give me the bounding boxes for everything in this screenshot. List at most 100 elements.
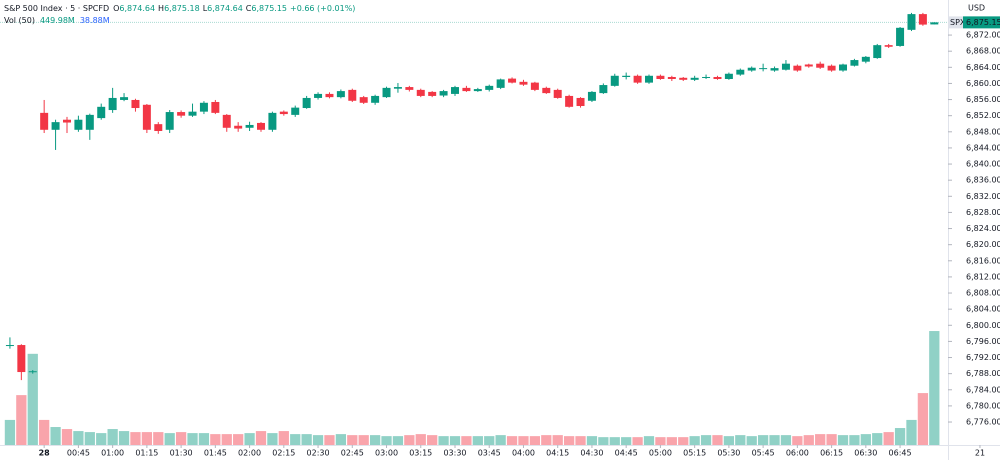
volume-bar (290, 434, 301, 445)
candle-body (781, 63, 790, 70)
volume-bar (712, 435, 723, 445)
candle-body (679, 77, 688, 80)
volume-bar (210, 434, 221, 445)
candle-body (907, 14, 916, 30)
candle-body (28, 371, 37, 373)
volume-bar (518, 436, 529, 445)
candle-body (188, 111, 197, 116)
candle-body (553, 89, 562, 98)
y-tick-label: 6,872.00 (966, 31, 1000, 40)
candle-body (74, 119, 83, 130)
legend-row: S&P 500 Index · 5 · SPCFD O6,874.64 H6,875… (4, 4, 355, 13)
candle-body (451, 87, 459, 94)
x-tick-label: 02:30 (307, 449, 330, 458)
volume-bar (449, 436, 461, 445)
volume-bar (495, 435, 506, 445)
candle-body (542, 87, 551, 94)
x-tick-label: 04:00 (512, 449, 535, 458)
volume-bar (484, 436, 495, 445)
x-tick-label: 06:15 (820, 449, 843, 458)
volume-bar (16, 395, 27, 445)
volume-bar (849, 435, 860, 445)
x-tick-label: 04:45 (615, 449, 638, 458)
volume-bar (769, 435, 780, 445)
candle-body (622, 75, 631, 77)
candle-body (85, 114, 94, 130)
volume-bar (369, 435, 381, 445)
volume-bar (415, 434, 426, 445)
x-tick-label: 01:30 (170, 449, 193, 458)
candle-body (165, 112, 174, 130)
candle-body (610, 75, 619, 86)
candle-body (120, 97, 129, 100)
volume-bar (552, 435, 563, 445)
volume-bar (404, 435, 415, 445)
candle-body (530, 82, 539, 90)
volume-bar (4, 419, 16, 445)
y-tick-label: 6,788.00 (966, 369, 1000, 378)
y-tick-label: 6,784.00 (966, 385, 1000, 394)
volume-bar (506, 436, 518, 445)
candle-body (633, 75, 642, 83)
y-tick-label: 6,800.00 (966, 321, 1000, 330)
candle-body (108, 97, 117, 111)
volume-bar (27, 353, 38, 445)
vol-value: 449.98M (40, 16, 75, 25)
candle-body (759, 68, 768, 70)
volume-bar (244, 433, 255, 445)
volume-bar (529, 436, 541, 445)
volume-bar (175, 432, 187, 445)
price-tag-box (963, 16, 1000, 29)
candle-body (850, 60, 859, 66)
volume-bar (61, 429, 73, 445)
volume-bar (153, 432, 164, 445)
candle-body (770, 68, 779, 71)
y-tick-label: 6,856.00 (966, 95, 1000, 104)
candle-body (142, 104, 151, 130)
candle-body (154, 124, 163, 132)
candle-body (930, 22, 939, 25)
volume-bar (255, 431, 267, 445)
volume-bar (301, 434, 312, 445)
volume-bar (130, 432, 141, 445)
x-tick-label: 02:15 (272, 449, 295, 458)
x-tick-label: 03:45 (478, 449, 501, 458)
y-tick-label: 6,852.00 (966, 111, 1000, 120)
candle-body (667, 76, 676, 80)
volume-bar (723, 436, 735, 445)
open: 6,874.64 (119, 4, 155, 13)
candle-body (485, 85, 494, 90)
candle-body (508, 78, 517, 83)
volume-bar (73, 431, 84, 445)
candle-body (51, 122, 60, 130)
volume-bar (678, 437, 689, 445)
volume-bar (39, 419, 50, 445)
plot (0, 12, 948, 445)
volume-bar (575, 436, 586, 445)
candle-body (97, 106, 106, 119)
volume-bar (472, 436, 483, 445)
volume-bar (643, 436, 655, 445)
high: 6,875.18 (164, 4, 200, 13)
x-tick-label: 06:30 (854, 449, 877, 458)
y-tick-label: 6,860.00 (966, 79, 1000, 88)
volume-bar (438, 436, 449, 445)
candle-body (359, 97, 368, 103)
volume-bar (757, 435, 769, 445)
volume-bar (563, 436, 575, 445)
x-tick-label: 03:00 (375, 449, 398, 458)
volume-bar (632, 437, 643, 445)
volume-bar (837, 435, 849, 445)
x-tick-label: 06:45 (889, 449, 912, 458)
candle-body (656, 75, 665, 80)
volume-bar (118, 431, 130, 445)
candle-body (268, 112, 277, 130)
candle-body (496, 79, 505, 88)
candle-body (439, 91, 448, 96)
volume-bar (84, 432, 95, 445)
candle-body (393, 87, 402, 89)
candle-body (314, 93, 323, 98)
volume-bar (689, 436, 700, 445)
x-tick-label: 21 (975, 449, 985, 458)
